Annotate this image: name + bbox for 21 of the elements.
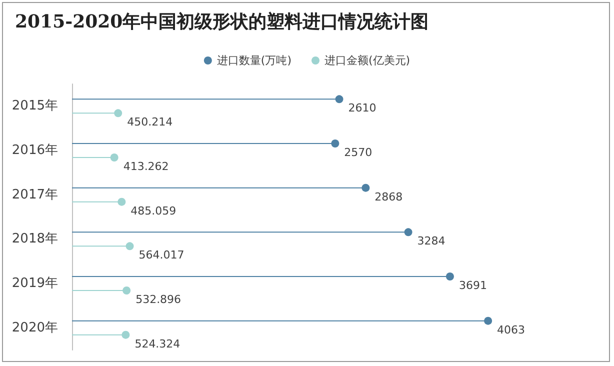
data-label: 450.214 bbox=[127, 116, 173, 129]
y-tick-label: 2019年 bbox=[12, 276, 58, 291]
y-tick-label: 2018年 bbox=[12, 232, 58, 247]
data-label: 4063 bbox=[497, 323, 526, 336]
data-label: 2570 bbox=[344, 146, 372, 159]
legend-label: 进口数量(万吨) bbox=[216, 54, 292, 67]
legend-label: 进口金额(亿美元) bbox=[324, 54, 410, 67]
y-tick-label: 2017年 bbox=[12, 187, 58, 202]
data-label: 485.059 bbox=[130, 204, 176, 218]
data-label: 3284 bbox=[417, 234, 446, 248]
y-tick-label: 2020年 bbox=[12, 320, 58, 336]
data-label: 413.262 bbox=[123, 160, 169, 173]
data-label: 532.896 bbox=[136, 293, 182, 306]
y-tick-label: 2016年 bbox=[12, 143, 58, 158]
data-label: 3691 bbox=[458, 279, 487, 292]
y-tick-label: 2015年 bbox=[12, 98, 58, 114]
data-label: 564.017 bbox=[138, 248, 184, 262]
data-label: 524.324 bbox=[134, 337, 180, 350]
data-label: 2610 bbox=[348, 102, 376, 115]
chart-title: 2015-2020年中国初级形状的塑料进口情况统计图 bbox=[15, 12, 429, 32]
data-label: 2868 bbox=[374, 190, 403, 204]
